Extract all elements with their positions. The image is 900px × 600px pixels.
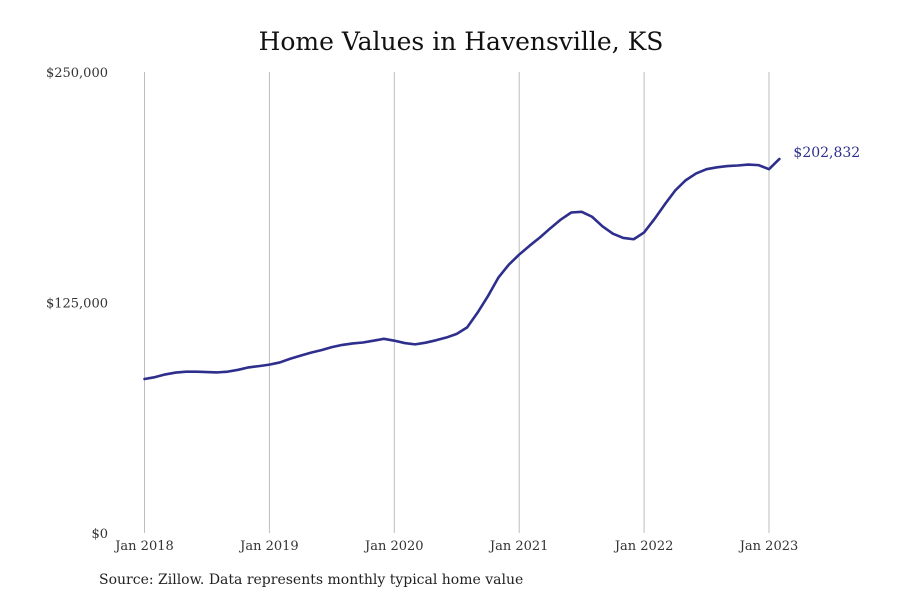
y-tick-label: $125,000 — [46, 297, 108, 312]
series-layer: $202,832 — [143, 145, 860, 381]
gridlines — [144, 72, 770, 533]
series-line — [143, 157, 781, 381]
x-tick-label: Jan 2018 — [113, 539, 174, 554]
x-tick-label: Jan 2020 — [363, 539, 424, 554]
source-note: Source: Zillow. Data represents monthly … — [99, 572, 524, 588]
x-tick-label: Jan 2019 — [238, 539, 299, 554]
y-tick-label: $250,000 — [46, 66, 108, 81]
axis-labels: Jan 2018 Jan 2019 Jan 2020 Jan 2021 Jan 2022… — [46, 66, 798, 554]
x-tick-label: Jan 2022 — [613, 539, 674, 554]
x-tick-label: Jan 2023 — [738, 539, 799, 554]
x-tick-label: Jan 2021 — [488, 539, 549, 554]
end-value-label: $202,832 — [793, 145, 860, 161]
chart-title: Home Values in Havensville, KS — [258, 27, 664, 56]
y-tick-label: $0 — [91, 527, 108, 542]
